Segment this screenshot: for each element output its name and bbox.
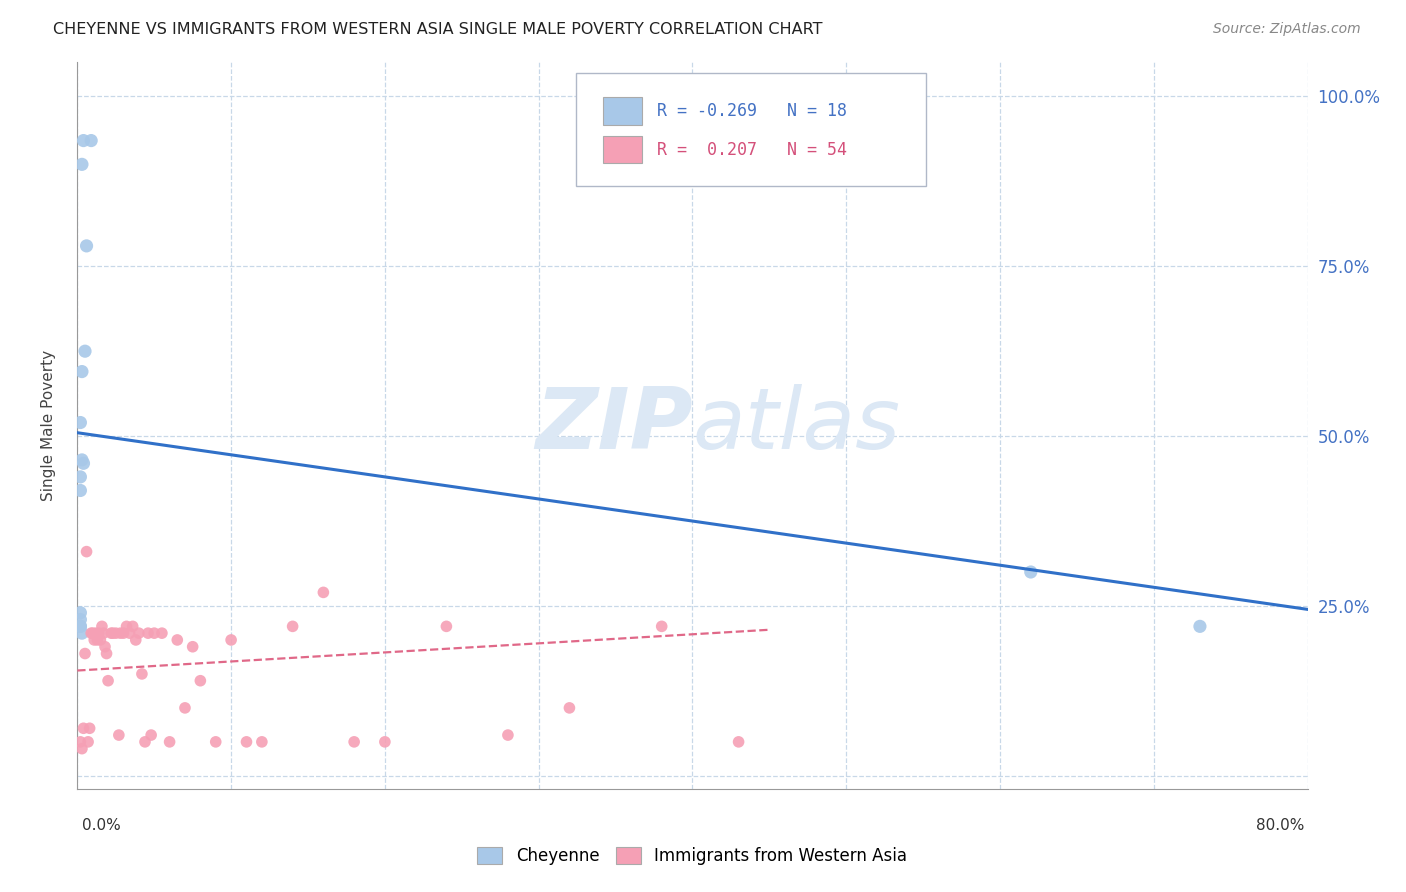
Point (136, 626, 159, 640)
Point (110, 626, 132, 640)
Text: 80.0%: 80.0% (1257, 818, 1305, 832)
Point (86, 632, 108, 647)
Point (82, 626, 104, 640)
Point (188, 673, 212, 688)
Bar (603, 136, 643, 163)
Point (181, 640, 204, 654)
Point (83, 632, 105, 647)
Point (219, 632, 242, 647)
Point (115, 619, 138, 633)
Point (150, 626, 173, 640)
Text: R =  0.207   N = 54: R = 0.207 N = 54 (657, 141, 846, 159)
Point (1188, 619, 1211, 633)
Point (77, 735, 100, 749)
Point (121, 619, 143, 633)
Text: ZIP: ZIP (534, 384, 693, 467)
Point (97, 673, 120, 688)
Point (374, 735, 396, 749)
Point (70, 453, 93, 467)
Point (727, 735, 749, 749)
Point (73, 647, 96, 661)
Point (281, 619, 304, 633)
Point (69, 483, 91, 498)
Point (159, 735, 181, 749)
Point (69, 619, 91, 633)
Text: Source: ZipAtlas.com: Source: ZipAtlas.com (1213, 22, 1361, 37)
Point (496, 728, 519, 742)
Text: atlas: atlas (693, 384, 900, 467)
Point (131, 667, 153, 681)
Bar (603, 97, 643, 125)
Point (69, 735, 91, 749)
Point (134, 735, 156, 749)
Point (166, 632, 188, 647)
Point (70, 626, 93, 640)
Point (174, 701, 197, 715)
FancyBboxPatch shape (575, 73, 927, 186)
Point (79, 721, 101, 735)
Point (90, 619, 114, 633)
Point (89, 632, 111, 647)
Point (558, 701, 581, 715)
Point (80, 626, 103, 640)
Point (69, 470, 91, 484)
Point (312, 585, 335, 599)
Point (125, 632, 148, 647)
Point (1019, 565, 1042, 579)
Point (76, 544, 98, 558)
Point (101, 626, 124, 640)
Point (73, 344, 96, 359)
Point (250, 735, 273, 749)
Point (72, 134, 94, 148)
Point (112, 626, 135, 640)
Point (76, 239, 98, 253)
Point (69, 606, 91, 620)
Point (651, 619, 673, 633)
Point (96, 647, 118, 661)
Point (94, 640, 117, 654)
Point (436, 619, 458, 633)
Legend: Cheyenne, Immigrants from Western Asia: Cheyenne, Immigrants from Western Asia (471, 840, 914, 872)
Point (70, 741, 93, 756)
Point (72, 456, 94, 470)
Point (204, 735, 226, 749)
Point (87, 626, 110, 640)
Point (141, 728, 163, 742)
Point (128, 626, 150, 640)
Point (70, 365, 93, 379)
Point (235, 735, 257, 749)
Point (69, 416, 91, 430)
Point (343, 735, 366, 749)
Point (72, 721, 94, 735)
Text: CHEYENNE VS IMMIGRANTS FROM WESTERN ASIA SINGLE MALE POVERTY CORRELATION CHART: CHEYENNE VS IMMIGRANTS FROM WESTERN ASIA… (53, 22, 823, 37)
Point (100, 626, 122, 640)
Point (143, 626, 166, 640)
Text: R = -0.269   N = 18: R = -0.269 N = 18 (657, 103, 846, 120)
Point (80, 134, 103, 148)
Point (69, 619, 91, 633)
Point (104, 626, 127, 640)
Point (118, 626, 141, 640)
Point (70, 157, 93, 171)
Text: 0.0%: 0.0% (82, 818, 121, 832)
Point (93, 626, 115, 640)
Point (108, 728, 131, 742)
Point (69, 613, 91, 627)
Y-axis label: Single Male Poverty: Single Male Poverty (42, 351, 56, 501)
Point (84, 626, 107, 640)
